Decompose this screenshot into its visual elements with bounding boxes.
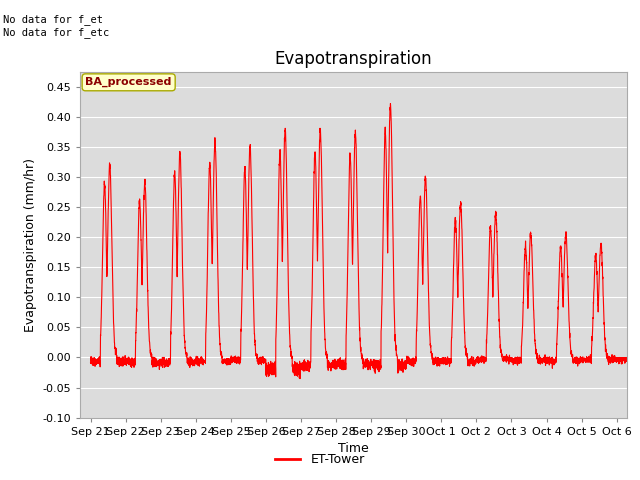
Y-axis label: Evapotranspiration (mm/hr): Evapotranspiration (mm/hr) [24,158,36,332]
Legend: ET-Tower: ET-Tower [270,448,370,471]
Text: BA_processed: BA_processed [86,77,172,87]
Title: Evapotranspiration: Evapotranspiration [275,49,433,68]
X-axis label: Time: Time [338,442,369,455]
Text: No data for f_et
No data for f_etc: No data for f_et No data for f_etc [3,14,109,38]
